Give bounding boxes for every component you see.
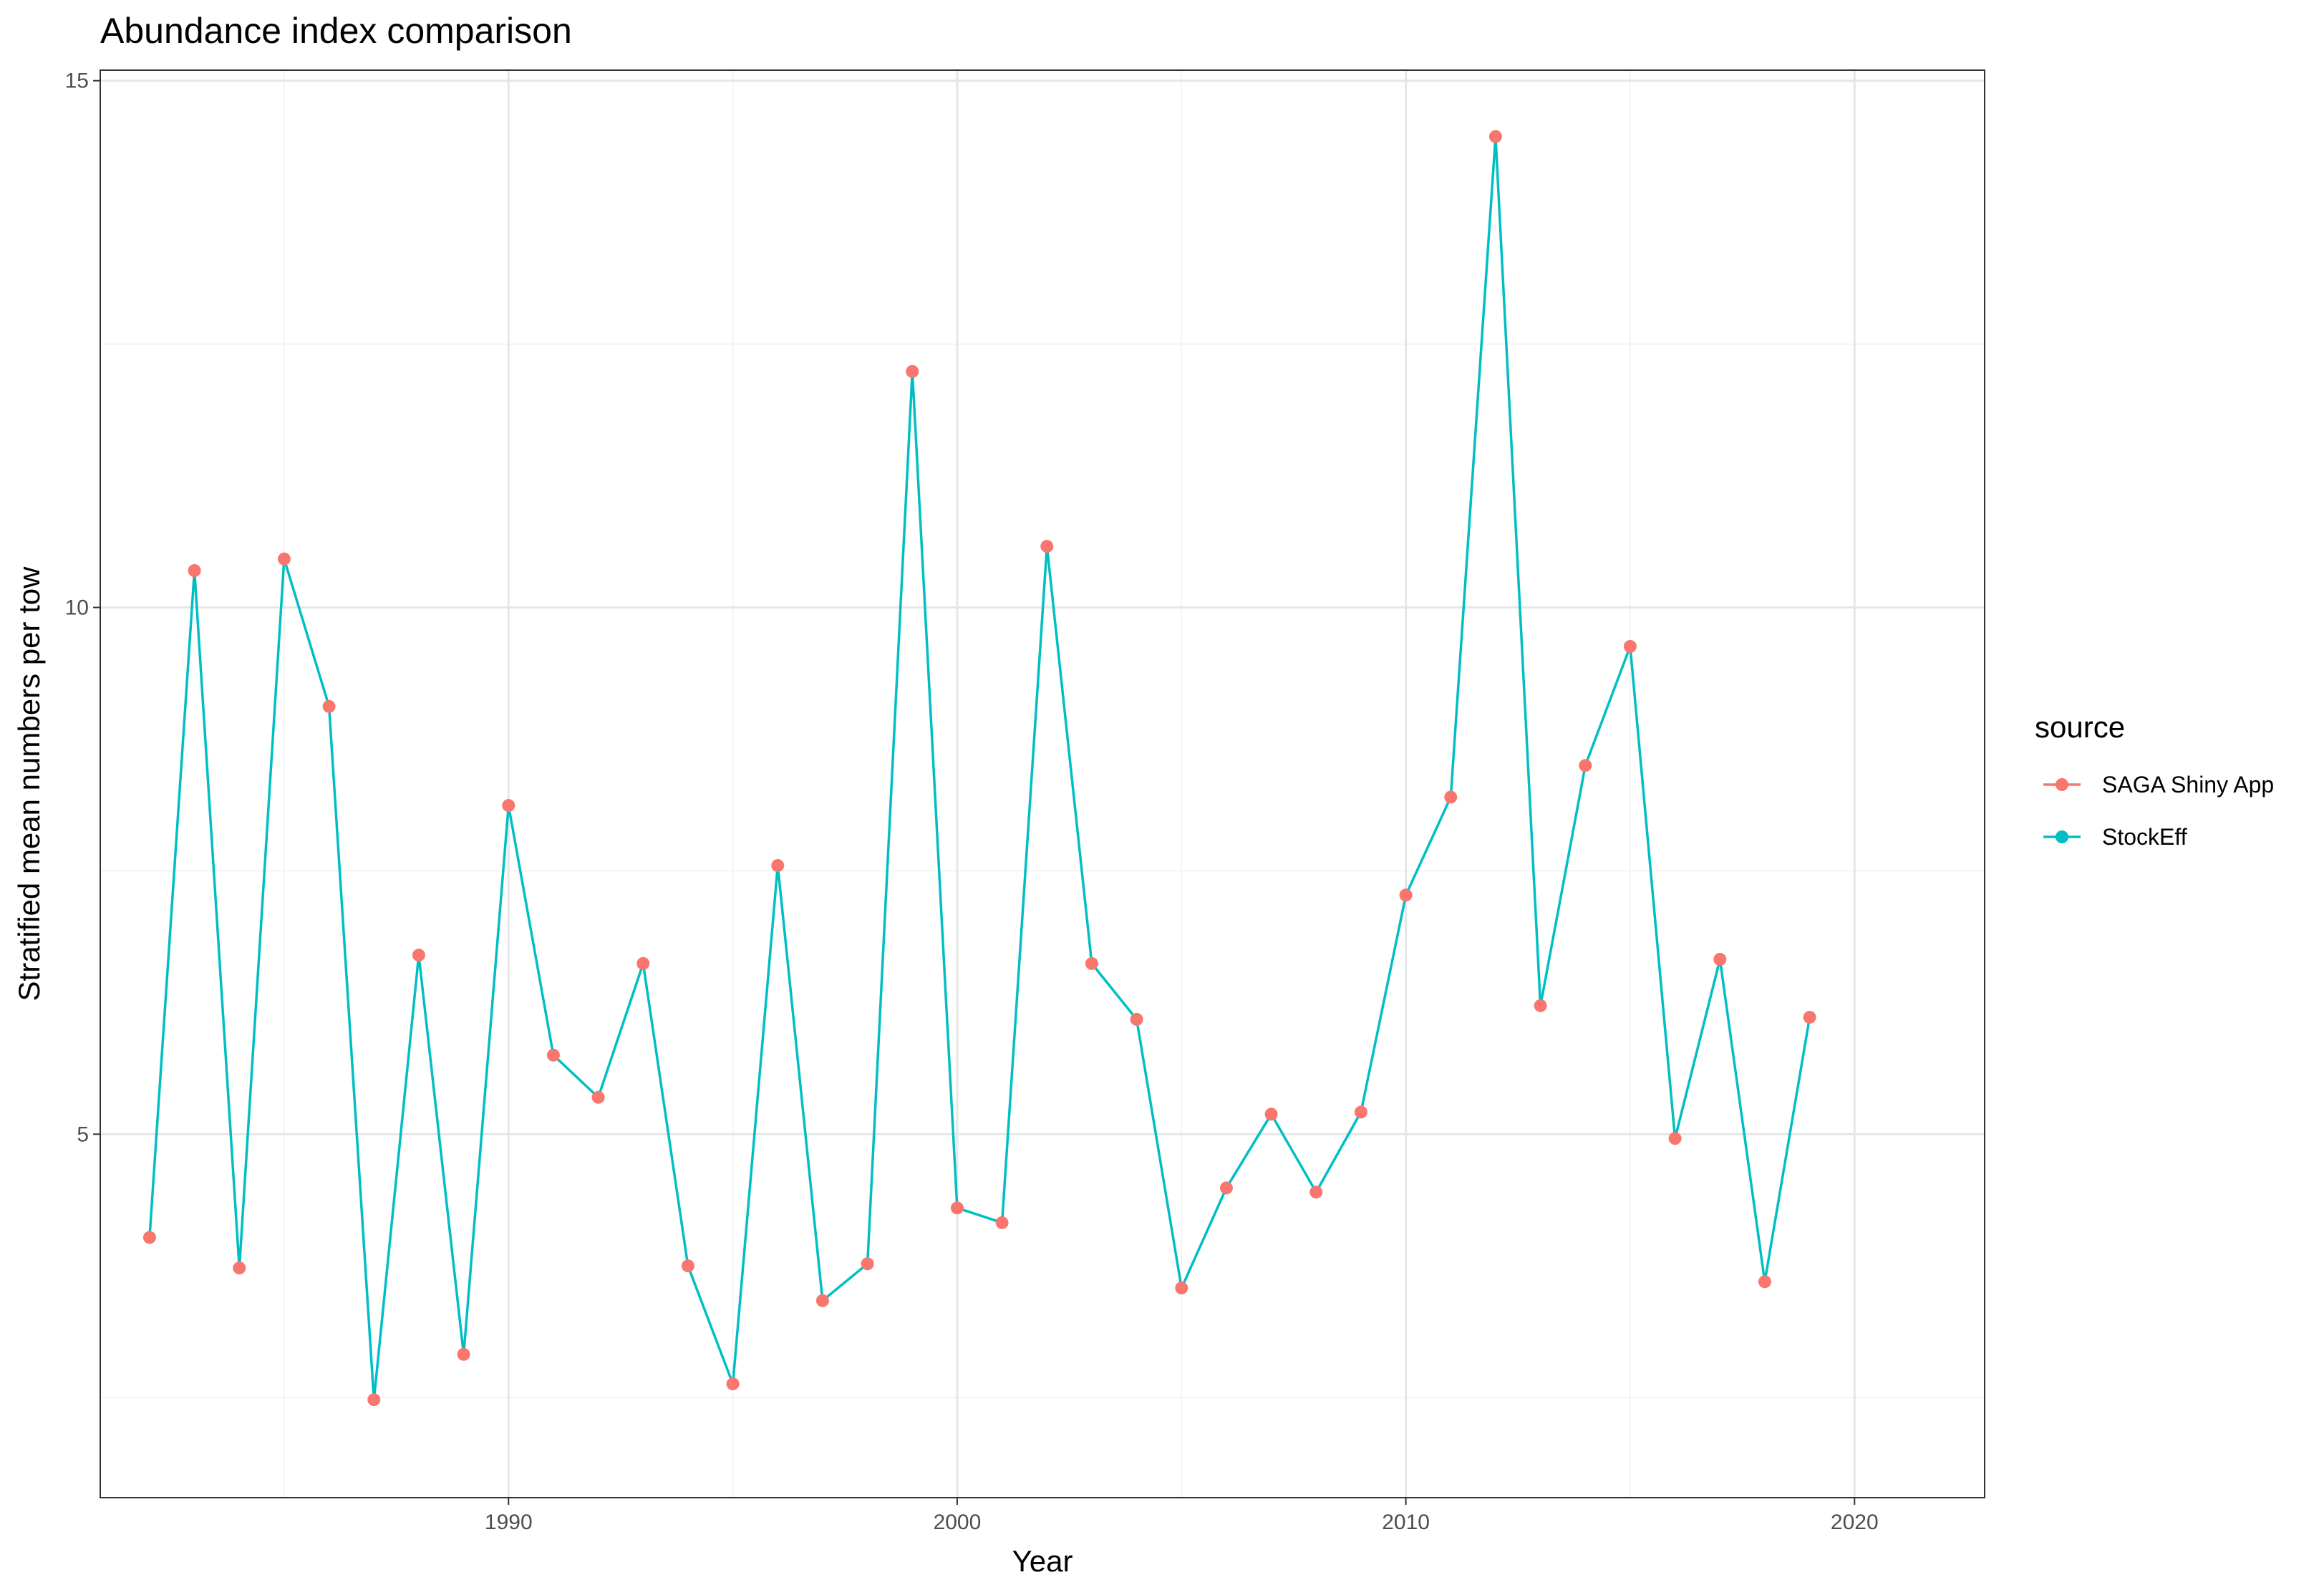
data-point [367,1393,381,1407]
data-point [1758,1275,1771,1289]
y-tick-label: 15 [65,69,89,93]
series-points [142,130,1816,1407]
data-point [233,1261,246,1275]
data-point [771,859,785,873]
data-point [1130,1012,1143,1026]
legend-label: StockEff [2102,824,2187,850]
data-point [1579,759,1592,772]
data-point [1534,999,1547,1012]
data-point [1713,953,1727,966]
x-tick-label: 2000 [934,1511,982,1534]
data-point [142,1231,156,1244]
data-point [636,956,650,970]
data-point [1623,639,1637,653]
data-point [457,1347,470,1361]
data-point [1668,1132,1682,1145]
data-point [995,1216,1009,1229]
data-point [502,799,515,813]
data-point [322,699,336,713]
data-point [815,1294,829,1307]
legend-key-point [2056,778,2068,791]
data-point [681,1259,694,1273]
x-axis-title: Year [1012,1544,1073,1578]
data-point [1444,790,1458,804]
x-tick-label: 1990 [485,1511,533,1534]
data-point [188,564,201,578]
legend: source SAGA Shiny App StockEff [2035,710,2274,850]
y-axis-title: Stratified mean numbers per tow [12,566,46,1002]
data-point [277,552,291,566]
data-point [1219,1181,1233,1195]
legend-label: SAGA Shiny App [2102,772,2274,798]
y-tick-label: 10 [65,596,89,620]
grid-minor [100,70,1985,1498]
data-point [1085,956,1098,970]
data-point [1309,1186,1323,1199]
data-point [546,1048,560,1062]
data-point [1488,130,1502,143]
data-point [1354,1105,1367,1119]
data-point [1399,888,1413,902]
axis-ticks [93,79,1856,1505]
y-tick-label: 5 [77,1123,89,1146]
data-point [412,949,425,962]
legend-title: source [2035,710,2125,744]
legend-key-point [2056,830,2068,843]
series-lines [148,135,1811,1401]
data-point [1264,1107,1278,1121]
data-point [1803,1010,1816,1024]
tick-labels: 5 10 15 1990 2000 2010 2020 [65,69,1879,1534]
chart-title: Abundance index comparison [100,11,572,51]
data-point [1040,540,1054,553]
x-tick-label: 2010 [1382,1511,1430,1534]
data-point [726,1377,740,1391]
plot-border [100,69,1985,1498]
x-tick-label: 2020 [1831,1511,1879,1534]
data-point [591,1090,605,1104]
data-point [1175,1281,1188,1295]
series-line [148,135,1811,1401]
data-point [861,1257,874,1271]
data-point [906,364,919,378]
data-point [950,1201,964,1215]
